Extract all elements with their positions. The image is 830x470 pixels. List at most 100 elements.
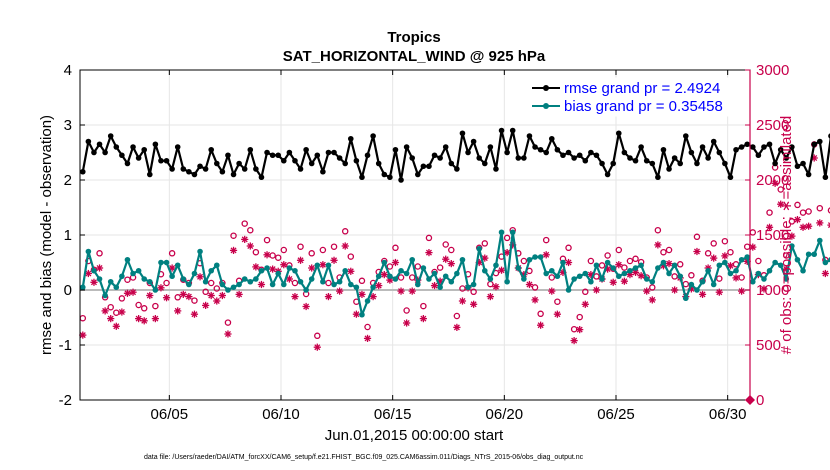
obs-assimilated-marker	[185, 293, 193, 301]
bias-point	[470, 281, 477, 288]
rmse-point	[515, 155, 522, 161]
rmse-point	[420, 163, 427, 170]
rmse-point	[621, 149, 628, 156]
bias-point	[403, 270, 410, 277]
y-tick-label-right: 1000	[756, 282, 789, 299]
rmse-point	[370, 133, 376, 139]
rmse-point	[498, 127, 505, 134]
obs-possible-marker	[403, 307, 410, 314]
y-tick-label-right: 2500	[756, 117, 789, 134]
obs-assimilated-marker	[732, 274, 740, 282]
rmse-point	[766, 141, 773, 148]
rmse-point	[716, 149, 723, 156]
rmse-point	[493, 166, 499, 172]
obs-possible-marker	[704, 250, 712, 257]
bias-point	[493, 262, 499, 269]
obs-assimilated-marker	[609, 278, 617, 286]
bias-point	[454, 270, 460, 277]
obs-possible-marker	[671, 273, 678, 280]
rmse-point	[671, 155, 678, 161]
obs-possible-marker	[263, 236, 271, 244]
rmse-point	[269, 152, 276, 159]
obs-assimilated-marker	[793, 216, 802, 224]
bias-point	[593, 262, 600, 269]
rmse-point	[286, 149, 293, 156]
rmse-point	[521, 155, 527, 161]
bias-point	[744, 254, 751, 260]
bias-point	[660, 259, 667, 266]
rmse-point	[588, 149, 594, 156]
obs-assimilated-marker	[447, 260, 455, 268]
rmse-point	[800, 160, 806, 167]
rmse-point	[694, 160, 700, 167]
bias-point	[588, 278, 594, 285]
bias-point	[571, 276, 577, 282]
obs-possible-marker	[436, 264, 444, 271]
obs-assimilated-marker	[358, 290, 366, 298]
rmse-point	[604, 171, 611, 178]
obs-possible-marker	[174, 294, 181, 301]
rmse-point	[303, 146, 309, 153]
rmse-point	[783, 155, 790, 161]
rmse-point	[79, 168, 86, 175]
bias-point	[258, 267, 265, 274]
bias-point	[219, 281, 226, 288]
obs-assimilated-marker	[380, 271, 388, 279]
y-axis-label-right: # of obs: o=possible; ∗=assimilated	[778, 116, 795, 355]
bias-point	[225, 287, 231, 293]
obs-possible-marker	[247, 226, 254, 234]
bias-point	[146, 278, 153, 285]
rmse-point	[225, 152, 231, 159]
obs-possible-marker	[615, 246, 623, 254]
bias-point	[794, 256, 801, 263]
obs-assimilated-marker	[805, 222, 813, 230]
obs-assimilated-marker	[403, 319, 411, 327]
bias-point	[431, 270, 438, 277]
bias-point	[604, 259, 611, 266]
rmse-point	[180, 166, 187, 172]
obs-assimilated-marker	[257, 280, 266, 289]
bias-point	[336, 278, 343, 285]
bias-point	[688, 281, 695, 288]
obs-assimilated-marker	[196, 273, 204, 281]
bias-point	[705, 267, 711, 274]
obs-assimilated-marker	[95, 264, 104, 272]
y-tick-label: 3	[64, 117, 72, 134]
rmse-point	[761, 144, 767, 150]
obs-assimilated-marker	[263, 251, 271, 259]
bias-series	[79, 229, 830, 318]
bias-point	[241, 276, 248, 282]
rmse-point	[476, 155, 483, 161]
bias-point	[487, 276, 494, 282]
rmse-point	[560, 152, 566, 159]
rmse-point	[141, 146, 148, 153]
rmse-point	[146, 171, 153, 178]
obs-assimilated-marker	[285, 275, 293, 283]
bias-point	[202, 278, 209, 285]
rmse-point	[465, 149, 471, 156]
obs-assimilated-marker	[620, 277, 628, 285]
obs-possible-marker	[140, 305, 148, 312]
rmse-point	[403, 144, 410, 150]
rmse-point	[119, 152, 125, 159]
obs-assimilated-marker	[654, 241, 662, 249]
footer-data-file: data file: /Users/raeder/DAI/ATM_forcXX/…	[144, 454, 584, 461]
bias-point	[85, 248, 92, 255]
obs-assimilated-marker	[631, 268, 640, 276]
rmse-point	[666, 166, 672, 172]
bias-point	[465, 284, 471, 291]
y-tick-label-right: 2000	[756, 172, 789, 189]
obs-assimilated-marker	[296, 256, 305, 264]
rmse-point	[437, 155, 443, 161]
bias-point	[303, 287, 309, 293]
rmse-point	[152, 141, 159, 148]
obs-assimilated-marker	[79, 331, 87, 339]
obs-possible-marker	[213, 285, 221, 292]
bias-point	[364, 298, 371, 304]
rmse-point	[197, 163, 203, 170]
obs-possible-marker	[716, 275, 723, 282]
rmse-point	[213, 160, 220, 167]
rmse-point	[253, 166, 259, 172]
rmse-point	[431, 152, 438, 159]
bias-point	[749, 278, 756, 285]
